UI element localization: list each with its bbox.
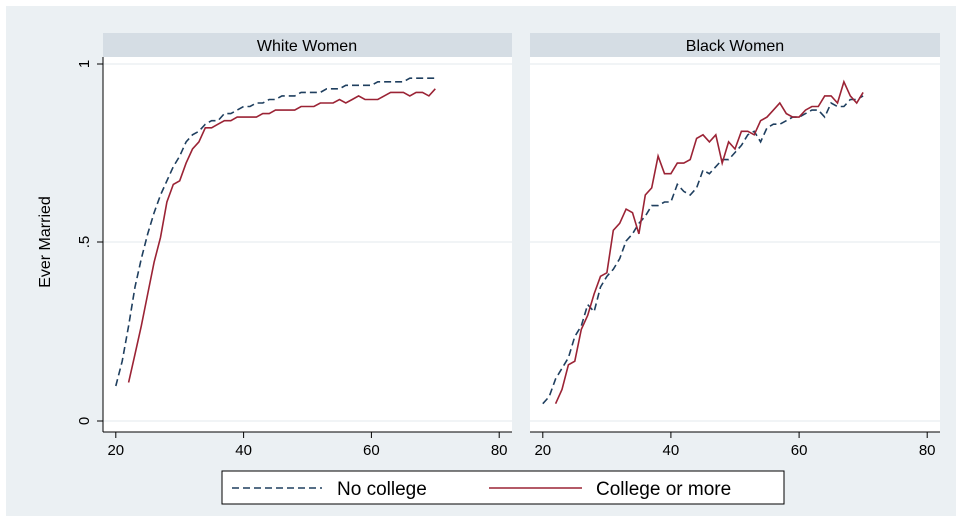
y-tick-label-1: 1	[76, 60, 93, 68]
x-tick-label-black-20: 20	[534, 442, 551, 459]
series-line-white-college-or-more	[127, 88, 436, 383]
y-tick-label-0.5: .5	[76, 236, 93, 249]
x-tick-label-black-80: 80	[919, 442, 936, 459]
x-tick-label-black-40: 40	[663, 442, 680, 459]
x-tick-label-black-60: 60	[791, 442, 808, 459]
y-axis-title: Ever Married	[37, 196, 54, 288]
legend-label-no-college: No college	[337, 479, 427, 500]
legend-label-college-or-more: College or more	[596, 479, 731, 500]
legend: No college College or more	[221, 470, 785, 505]
panel-white-women: White Women 1 .5 0 20 40 60 80	[76, 33, 512, 459]
plot-area-white-women	[103, 57, 512, 432]
y-tick-label-0: 0	[76, 417, 93, 425]
panel-title-white-women: White Women	[257, 38, 357, 55]
panel-header-black-women	[530, 33, 940, 57]
x-tick-label-white-60: 60	[363, 442, 380, 459]
plot-area-black-women	[530, 57, 940, 432]
panel-header-white-women	[103, 33, 512, 57]
x-tick-label-white-80: 80	[491, 442, 508, 459]
x-tick-label-white-40: 40	[235, 442, 252, 459]
panel-title-black-women: Black Women	[686, 38, 784, 55]
panel-black-women: Black Women 20 40 60 80	[530, 33, 940, 459]
x-tick-label-white-20: 20	[107, 442, 124, 459]
series-line-black-college-or-more	[554, 79, 864, 405]
